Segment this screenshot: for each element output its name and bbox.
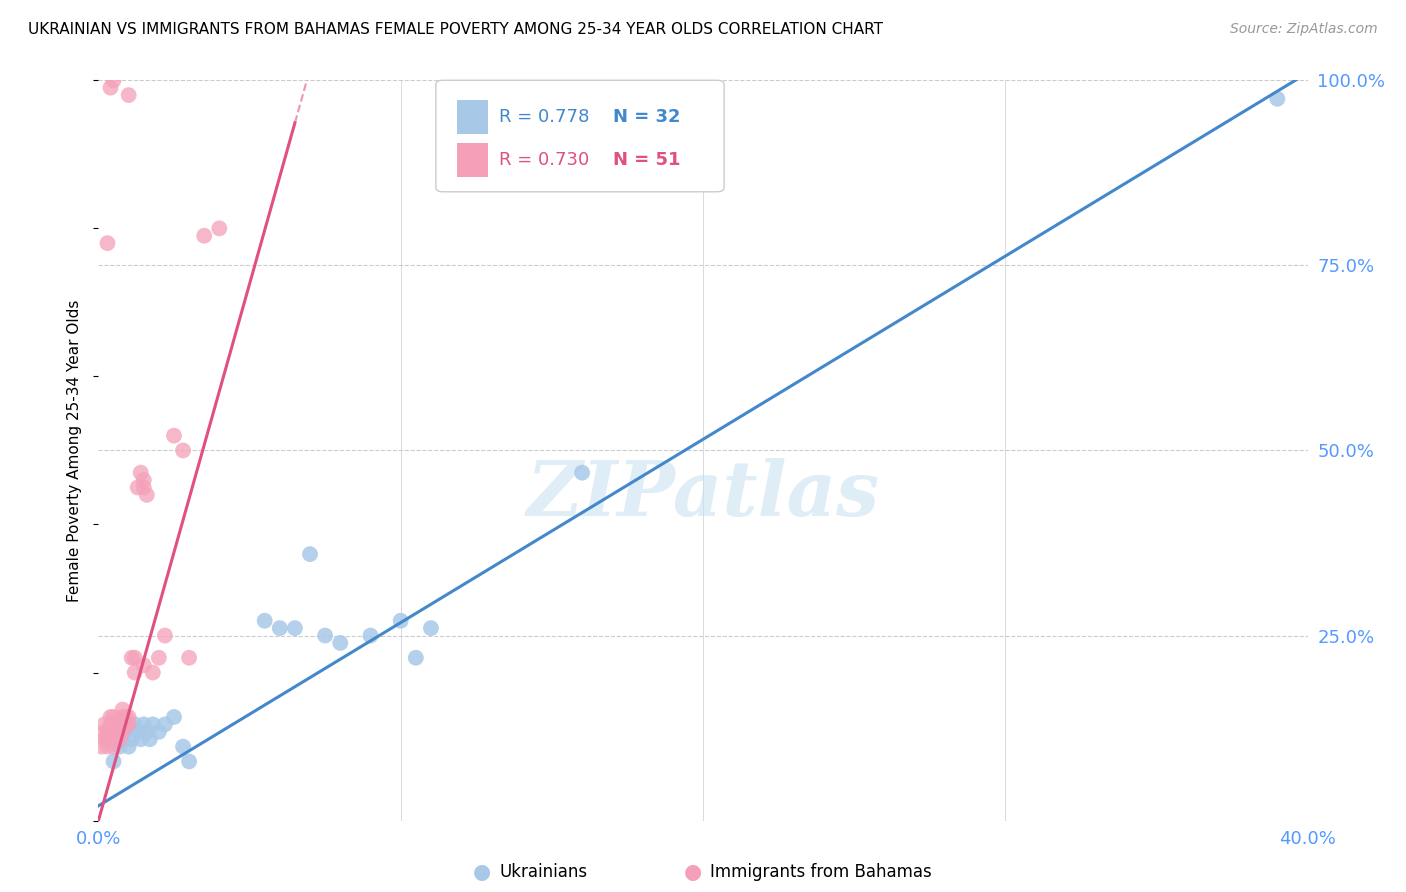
- Point: [100, 732, 122, 747]
- Text: Source: ZipAtlas.com: Source: ZipAtlas.com: [1230, 22, 1378, 37]
- Text: Ukrainians: Ukrainians: [499, 863, 588, 881]
- Point: [96, 732, 118, 747]
- Point: [132, 658, 155, 673]
- Point: [163, 710, 186, 724]
- Point: [111, 732, 134, 747]
- Text: UKRAINIAN VS IMMIGRANTS FROM BAHAMAS FEMALE POVERTY AMONG 25-34 YEAR OLDS CORREL: UKRAINIAN VS IMMIGRANTS FROM BAHAMAS FEM…: [28, 22, 883, 37]
- Point: [103, 73, 125, 87]
- Point: [148, 724, 170, 739]
- Point: [96, 739, 118, 754]
- Point: [193, 228, 215, 243]
- Point: [571, 466, 593, 480]
- Point: [118, 739, 141, 754]
- Point: [124, 650, 146, 665]
- Text: R = 0.730: R = 0.730: [499, 151, 589, 169]
- Point: [114, 724, 136, 739]
- Point: [132, 480, 155, 494]
- Point: [105, 717, 128, 731]
- Point: [153, 628, 176, 642]
- Point: [142, 717, 165, 731]
- Point: [284, 621, 307, 635]
- Point: [132, 473, 155, 487]
- Text: N = 51: N = 51: [613, 151, 681, 169]
- Point: [105, 732, 128, 747]
- Point: [96, 236, 118, 251]
- Point: [121, 732, 143, 747]
- Point: [103, 739, 125, 754]
- Point: [90, 739, 112, 754]
- Point: [114, 717, 136, 731]
- Point: [405, 650, 427, 665]
- Point: [124, 717, 146, 731]
- Text: ●: ●: [685, 863, 702, 882]
- Point: [148, 650, 170, 665]
- Text: Immigrants from Bahamas: Immigrants from Bahamas: [710, 863, 932, 881]
- Point: [269, 621, 291, 635]
- Point: [172, 739, 194, 754]
- Point: [103, 732, 125, 747]
- Point: [127, 724, 149, 739]
- Point: [103, 724, 125, 739]
- Point: [108, 739, 131, 754]
- Point: [108, 732, 131, 747]
- Point: [96, 724, 118, 739]
- Point: [1267, 92, 1289, 106]
- Point: [118, 88, 141, 103]
- Point: [135, 724, 157, 739]
- Point: [329, 636, 352, 650]
- Point: [100, 724, 122, 739]
- Point: [118, 710, 141, 724]
- Point: [314, 628, 336, 642]
- Point: [132, 717, 155, 731]
- Point: [105, 724, 128, 739]
- Point: [100, 717, 122, 731]
- Point: [111, 724, 134, 739]
- Point: [124, 665, 146, 680]
- Point: [121, 650, 143, 665]
- Point: [103, 717, 125, 731]
- Point: [129, 732, 152, 747]
- Point: [111, 717, 134, 731]
- Point: [93, 717, 115, 731]
- Point: [100, 80, 122, 95]
- Point: [103, 755, 125, 769]
- Point: [93, 724, 115, 739]
- Point: [299, 547, 322, 561]
- Point: [93, 732, 115, 747]
- Point: [179, 755, 201, 769]
- Point: [179, 650, 201, 665]
- Point: [127, 480, 149, 494]
- Point: [420, 621, 443, 635]
- Text: ZIPatlas: ZIPatlas: [526, 458, 880, 532]
- Point: [253, 614, 276, 628]
- Point: [111, 703, 134, 717]
- Text: N = 32: N = 32: [613, 108, 681, 126]
- Point: [208, 221, 231, 235]
- Point: [103, 710, 125, 724]
- Text: R = 0.778: R = 0.778: [499, 108, 589, 126]
- Point: [129, 466, 152, 480]
- Point: [135, 488, 157, 502]
- Point: [142, 665, 165, 680]
- Point: [153, 717, 176, 731]
- Point: [172, 443, 194, 458]
- Point: [360, 628, 382, 642]
- Point: [111, 710, 134, 724]
- Y-axis label: Female Poverty Among 25-34 Year Olds: Female Poverty Among 25-34 Year Olds: [67, 300, 83, 601]
- Point: [114, 710, 136, 724]
- Point: [118, 717, 141, 731]
- Point: [100, 710, 122, 724]
- Point: [389, 614, 412, 628]
- Point: [108, 724, 131, 739]
- Point: [163, 428, 186, 442]
- Point: [139, 732, 162, 747]
- Text: ●: ●: [474, 863, 491, 882]
- Point: [108, 717, 131, 731]
- Point: [96, 732, 118, 747]
- Point: [105, 724, 128, 739]
